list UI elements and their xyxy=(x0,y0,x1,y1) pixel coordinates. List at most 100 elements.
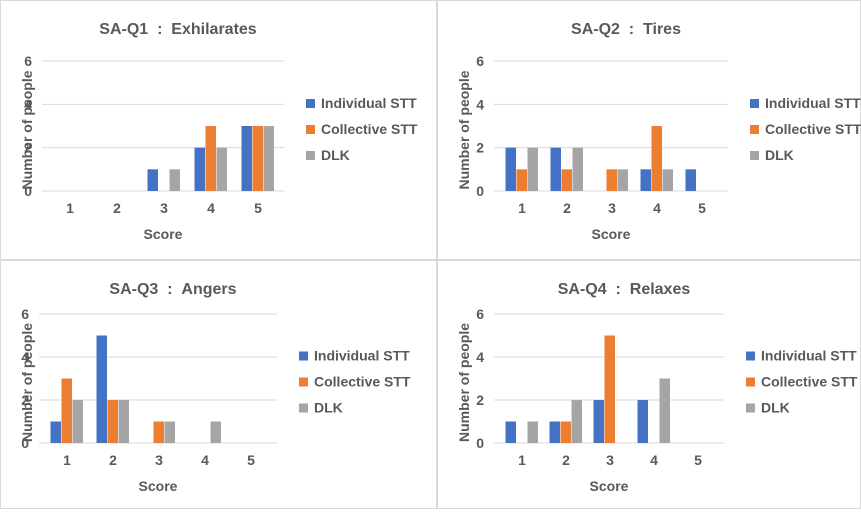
legend-label: Collective STT xyxy=(321,121,418,137)
legend-label: DLK xyxy=(761,400,790,416)
x-axis-label: Score xyxy=(144,226,183,242)
bar-individual-stt-2 xyxy=(551,148,562,191)
bar-collective-stt-4 xyxy=(652,126,663,191)
y-tick-label: 6 xyxy=(21,306,29,322)
x-tick-label: 2 xyxy=(563,200,571,216)
bar-individual-stt-5 xyxy=(686,169,697,191)
chart-title: SA-Q1 : Exhilarates xyxy=(99,21,256,38)
bar-dlk-2 xyxy=(572,400,583,443)
legend-label: DLK xyxy=(321,147,350,163)
x-tick-label: 5 xyxy=(254,200,262,216)
y-axis-label: Number of people xyxy=(19,323,35,442)
y-tick-label: 0 xyxy=(476,183,484,199)
legend-label: Collective STT xyxy=(314,374,411,390)
bar-individual-stt-3 xyxy=(594,400,605,443)
x-tick-label: 5 xyxy=(698,200,706,216)
x-axis-label: Score xyxy=(139,478,178,494)
legend-label: Individual STT xyxy=(321,95,417,111)
bar-individual-stt-4 xyxy=(641,169,652,191)
y-tick-label: 6 xyxy=(24,53,32,69)
bar-individual-stt-1 xyxy=(51,422,62,444)
bar-collective-stt-1 xyxy=(517,169,528,191)
x-tick-label: 1 xyxy=(63,452,71,468)
chart-title: SA-Q3 : Angers xyxy=(109,281,236,298)
legend-label: Collective STT xyxy=(761,374,858,390)
bar-collective-stt-3 xyxy=(605,336,616,444)
bar-collective-stt-3 xyxy=(154,422,165,444)
legend-swatch xyxy=(750,99,759,108)
y-axis-label: Number of people xyxy=(456,70,472,189)
x-tick-label: 5 xyxy=(247,452,255,468)
y-tick-label: 4 xyxy=(476,349,484,365)
x-tick-label: 4 xyxy=(653,200,661,216)
legend-swatch xyxy=(750,151,759,160)
bar-dlk-2 xyxy=(573,148,584,191)
x-axis-label: Score xyxy=(592,226,631,242)
x-tick-label: 2 xyxy=(562,452,570,468)
legend-label: Collective STT xyxy=(765,121,861,137)
bar-individual-stt-1 xyxy=(506,422,517,444)
bar-collective-stt-5 xyxy=(253,126,264,191)
legend-swatch xyxy=(746,352,755,361)
x-tick-label: 1 xyxy=(518,452,526,468)
bar-individual-stt-4 xyxy=(638,400,649,443)
legend-swatch xyxy=(306,151,315,160)
x-tick-label: 4 xyxy=(201,452,209,468)
bar-dlk-3 xyxy=(165,422,176,444)
bar-individual-stt-2 xyxy=(550,422,561,444)
bar-dlk-1 xyxy=(73,400,84,443)
legend-swatch xyxy=(746,378,755,387)
legend-label: DLK xyxy=(765,147,794,163)
x-tick-label: 1 xyxy=(518,200,526,216)
x-tick-label: 5 xyxy=(694,452,702,468)
bar-individual-stt-3 xyxy=(148,169,159,191)
bar-collective-stt-4 xyxy=(206,126,217,191)
legend-swatch xyxy=(299,404,308,413)
bar-individual-stt-5 xyxy=(242,126,253,191)
x-tick-label: 4 xyxy=(650,452,658,468)
bar-individual-stt-1 xyxy=(506,148,517,191)
legend-label: Individual STT xyxy=(314,348,410,364)
bar-dlk-5 xyxy=(264,126,275,191)
bar-dlk-3 xyxy=(618,169,629,191)
x-tick-label: 3 xyxy=(608,200,616,216)
bar-individual-stt-2 xyxy=(97,336,108,444)
x-tick-label: 3 xyxy=(606,452,614,468)
y-axis-label: Number of people xyxy=(456,323,472,442)
legend-label: DLK xyxy=(314,400,343,416)
legend-label: Individual STT xyxy=(761,348,857,364)
chart-title: SA-Q4 : Relaxes xyxy=(558,281,691,298)
bar-dlk-2 xyxy=(119,400,130,443)
x-tick-label: 2 xyxy=(113,200,121,216)
x-tick-label: 2 xyxy=(109,452,117,468)
legend-swatch xyxy=(746,404,755,413)
y-tick-label: 2 xyxy=(476,392,484,408)
bar-dlk-1 xyxy=(528,422,539,444)
x-tick-label: 3 xyxy=(155,452,163,468)
x-tick-label: 4 xyxy=(207,200,215,216)
y-tick-label: 6 xyxy=(476,53,484,69)
bar-collective-stt-2 xyxy=(561,422,572,444)
y-axis-label: Number of people xyxy=(19,70,35,189)
y-tick-label: 0 xyxy=(476,435,484,451)
y-tick-label: 2 xyxy=(476,140,484,156)
bar-collective-stt-3 xyxy=(607,169,618,191)
bar-collective-stt-2 xyxy=(108,400,119,443)
bar-dlk-3 xyxy=(170,169,181,191)
legend-swatch xyxy=(750,125,759,134)
bar-collective-stt-1 xyxy=(62,379,73,444)
bar-dlk-4 xyxy=(663,169,674,191)
x-tick-label: 3 xyxy=(160,200,168,216)
bar-collective-stt-2 xyxy=(562,169,573,191)
bar-dlk-4 xyxy=(211,422,222,444)
y-tick-label: 6 xyxy=(476,306,484,322)
bar-dlk-1 xyxy=(528,148,539,191)
legend-label: Individual STT xyxy=(765,95,861,111)
bar-dlk-4 xyxy=(217,148,228,191)
bar-dlk-4 xyxy=(660,379,671,444)
